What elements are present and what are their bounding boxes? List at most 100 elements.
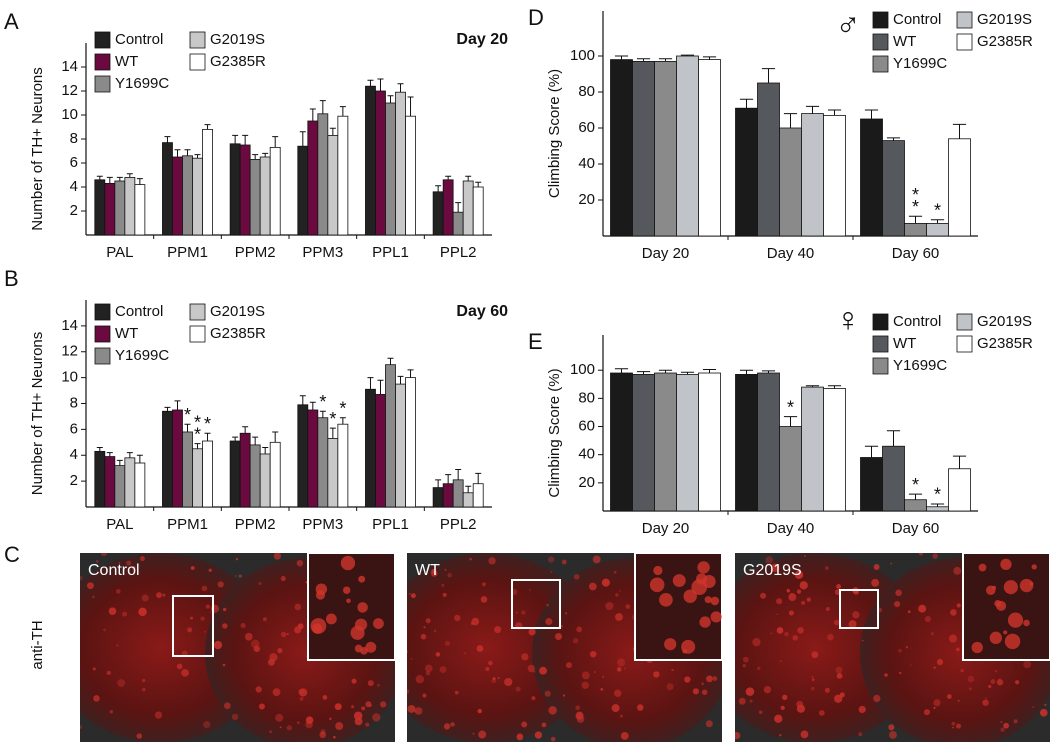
cell [613, 689, 622, 697]
cell [947, 694, 952, 699]
bar [249, 444, 261, 508]
error-bar [262, 152, 269, 157]
legend-swatch [872, 55, 889, 73]
cell [818, 710, 825, 716]
panel-letter: B [4, 266, 19, 291]
bar [172, 156, 183, 236]
y-tick-label: 14 [61, 58, 78, 75]
legend-label: Control [893, 11, 941, 28]
inset-cell [346, 598, 351, 604]
cell [162, 593, 166, 597]
error-bar [658, 369, 673, 374]
cell [305, 720, 313, 729]
cell [1045, 712, 1048, 715]
cell [890, 562, 893, 565]
cell [994, 670, 998, 673]
cell [480, 596, 488, 603]
bar [801, 386, 824, 512]
inset-cell [697, 561, 710, 574]
bar [375, 90, 386, 236]
bar [192, 157, 203, 236]
cell [918, 553, 924, 556]
cell [884, 673, 888, 677]
bar [104, 456, 116, 508]
bar [735, 374, 758, 512]
sex-symbol: ♀ [835, 301, 861, 339]
cell [407, 689, 410, 694]
significance: * [329, 409, 336, 429]
cell [1044, 703, 1047, 707]
cell [565, 662, 573, 669]
cell [411, 593, 416, 599]
legend-swatch [94, 31, 111, 49]
error-bar [116, 459, 123, 466]
legend-label: G2385R [210, 53, 266, 70]
bar [432, 487, 444, 508]
cell [141, 594, 149, 602]
legend-label: Control [115, 303, 163, 320]
cell [488, 557, 496, 565]
cell [758, 710, 763, 715]
cell [380, 701, 387, 708]
bar [162, 410, 173, 508]
cell [996, 679, 1004, 686]
error-bar [339, 106, 346, 117]
bar [948, 138, 971, 237]
x-tick-label: PPM1 [167, 244, 208, 261]
y-tick-label: 8 [70, 394, 78, 411]
cell [930, 632, 934, 636]
cell [361, 706, 366, 711]
cell [205, 604, 210, 609]
cell [985, 697, 988, 700]
cell [423, 626, 426, 629]
cell [200, 616, 205, 621]
x-tick-label: PPM3 [302, 244, 343, 261]
error-bar [204, 124, 211, 130]
cell [439, 666, 447, 673]
cell [442, 592, 447, 597]
bar [779, 426, 802, 512]
cell [796, 589, 802, 594]
panel-letter: E [528, 329, 543, 354]
cell [792, 634, 799, 641]
bar [114, 465, 126, 508]
cell [701, 689, 708, 695]
bar [202, 128, 213, 236]
cell [575, 711, 584, 720]
y-tick-label: 2 [70, 472, 78, 489]
cell [298, 688, 305, 695]
cell [967, 675, 975, 683]
cell [765, 556, 774, 564]
cell [322, 695, 328, 700]
cell [788, 610, 794, 616]
cell [222, 607, 227, 612]
error-bar [367, 79, 374, 87]
cell [267, 658, 275, 666]
y-tick-label: 12 [61, 82, 78, 99]
cell [156, 592, 163, 599]
bar [337, 115, 349, 236]
error-bar [886, 137, 901, 141]
cell [477, 708, 483, 714]
bar [104, 182, 116, 236]
cell [329, 717, 332, 721]
cell [776, 598, 783, 605]
error-bar [864, 445, 879, 458]
cell [617, 658, 626, 667]
cell [425, 670, 431, 676]
error-bar [827, 109, 842, 116]
cell [960, 668, 964, 673]
bar [472, 483, 484, 508]
cell [286, 725, 292, 731]
cell [873, 694, 881, 703]
chart-title: Day 20 [456, 31, 508, 48]
y-tick-label: 100 [570, 47, 595, 64]
bar [94, 450, 106, 508]
cell [351, 678, 357, 684]
y-tick-label: 80 [578, 83, 595, 100]
cell [763, 685, 772, 694]
cell [410, 658, 413, 660]
cell [131, 566, 136, 570]
cell [224, 702, 231, 710]
